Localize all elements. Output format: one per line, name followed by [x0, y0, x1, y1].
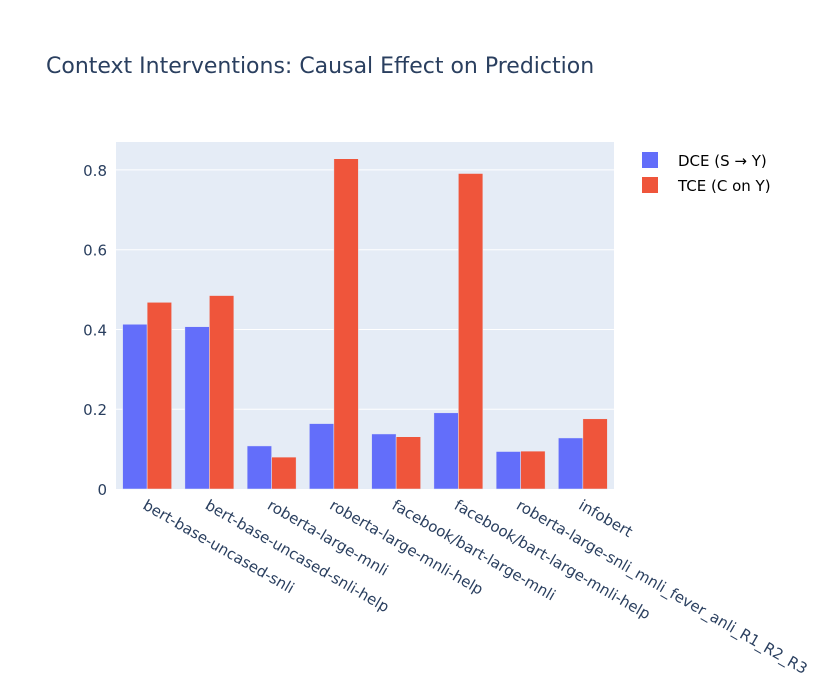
bar-tce-3[interactable] — [333, 158, 359, 490]
bar-tce-2[interactable] — [271, 456, 297, 490]
y-tick-label: 0.6 — [83, 242, 107, 260]
y-tick-label: 0 — [97, 481, 107, 499]
y-tick-label: 0.2 — [83, 401, 107, 419]
bar-dce-0[interactable] — [122, 324, 148, 490]
bar-tce-4[interactable] — [395, 436, 421, 490]
bar-dce-1[interactable] — [184, 326, 210, 490]
legend[interactable]: DCE (S → Y) TCE (C on Y) — [642, 152, 771, 195]
bar-tce-1[interactable] — [209, 295, 235, 490]
y-tick-label: 0.4 — [83, 321, 107, 339]
bar-dce-3[interactable] — [309, 423, 335, 490]
legend-label[interactable]: DCE (S → Y) — [678, 152, 767, 170]
bar-tce-6[interactable] — [520, 450, 546, 490]
bar-dce-7[interactable] — [558, 437, 584, 490]
legend-label[interactable]: TCE (C on Y) — [677, 177, 771, 195]
legend-swatch[interactable] — [642, 177, 658, 193]
y-tick-label: 0.8 — [83, 162, 107, 180]
bar-dce-2[interactable] — [246, 445, 272, 490]
bar-dce-4[interactable] — [371, 433, 397, 490]
bars — [122, 158, 608, 490]
x-axis-ticks: bert-base-uncased-snlibert-base-uncased-… — [140, 496, 811, 679]
bar-dce-5[interactable] — [433, 412, 459, 490]
bar-tce-7[interactable] — [582, 418, 608, 490]
bar-tce-0[interactable] — [146, 302, 172, 490]
y-axis-ticks: 0 0.2 0.4 0.6 0.8 — [83, 162, 107, 499]
bar-dce-6[interactable] — [495, 451, 521, 490]
bar-tce-5[interactable] — [458, 173, 484, 490]
legend-swatch[interactable] — [642, 152, 658, 168]
chart-title: Context Interventions: Causal Effect on … — [46, 54, 594, 79]
